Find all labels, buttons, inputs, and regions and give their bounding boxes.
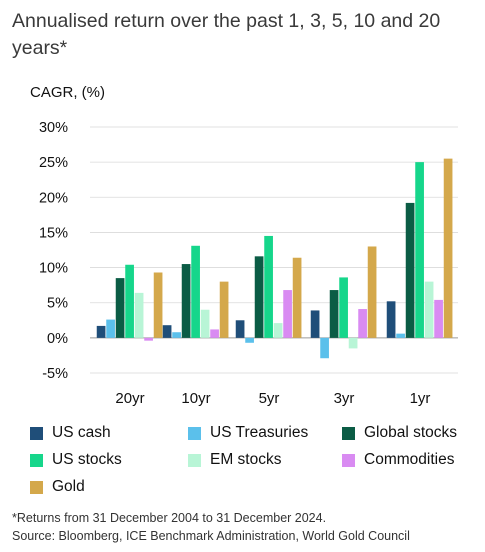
legend-item-us-cash: US cash xyxy=(30,424,111,442)
footnote: *Returns from 31 December 2004 to 31 Dec… xyxy=(12,511,327,525)
bar-us-stocks-5yr xyxy=(264,235,273,338)
y-tick-label: 20% xyxy=(39,190,68,206)
x-tick-label: 20yr xyxy=(115,390,144,407)
legend-label: Gold xyxy=(52,478,85,495)
bar-commodities-20yr xyxy=(144,337,153,341)
y-axis-label: CAGR, (%) xyxy=(30,84,105,101)
y-tick-labels: 30% 25% 20% 15% 10% 5% 0% -5% xyxy=(39,120,68,382)
legend-swatch xyxy=(342,426,355,440)
y-tick-label: -5% xyxy=(42,366,68,382)
y-tick-label: 10% xyxy=(39,261,68,277)
bar-gold-1yr xyxy=(443,158,453,338)
legend-swatch xyxy=(30,480,43,494)
bar-em-stocks-20yr xyxy=(134,292,144,338)
legend-label: US cash xyxy=(52,424,111,441)
chart-title: Annualised return over the past 1, 3, 5,… xyxy=(12,10,441,59)
x-tick-label: 10yr xyxy=(181,390,210,407)
y-tick-label: 25% xyxy=(39,155,68,171)
bar-us-cash-1yr xyxy=(386,301,396,338)
legend-item-us-stocks: US stocks xyxy=(30,451,122,469)
bar-em-stocks-1yr xyxy=(424,281,434,338)
y-tick-label: 0% xyxy=(47,331,68,347)
bar-us-stocks-3yr xyxy=(339,277,348,338)
bar-us-cash-10yr xyxy=(162,325,172,338)
legend-swatch xyxy=(188,426,201,440)
bar-us-cash-5yr xyxy=(235,320,245,338)
bar-gold-5yr xyxy=(292,257,302,338)
legend-label: EM stocks xyxy=(210,451,282,468)
legend-label: Commodities xyxy=(364,451,455,468)
bar-gold-20yr xyxy=(153,272,163,338)
legend-label: US Treasuries xyxy=(210,424,309,441)
legend-swatch xyxy=(30,453,43,467)
bar-gold-3yr xyxy=(367,246,377,338)
bar-gold-10yr xyxy=(219,281,229,338)
x-tick-label: 5yr xyxy=(259,390,280,407)
bar-commodities-1yr xyxy=(434,299,443,338)
bar-chart: 30% 25% 20% 15% 10% 5% 0% -5% 20yr 10yr 5yr 3yr 1yr xyxy=(39,120,458,407)
x-tick-label: 3yr xyxy=(334,390,355,407)
legend-item-em-stocks: EM stocks xyxy=(188,451,281,469)
footnote-block: *Returns from 31 December 2004 to 31 Dec… xyxy=(12,509,410,545)
legend-swatch xyxy=(342,453,355,467)
bar-commodities-5yr xyxy=(283,290,292,338)
y-tick-label: 30% xyxy=(39,120,68,136)
x-tick-label: 1yr xyxy=(410,390,431,407)
bar-commodities-3yr xyxy=(358,309,367,338)
bars xyxy=(96,158,453,359)
legend-item-gold: Gold xyxy=(30,478,85,496)
bar-global-stocks-10yr xyxy=(181,264,191,338)
legend-swatch xyxy=(30,426,43,440)
legend-item-commodities: Commodities xyxy=(342,451,454,469)
y-tick-label: 5% xyxy=(47,296,68,312)
bar-us-treasuries-3yr xyxy=(320,337,329,359)
legend-label: US stocks xyxy=(52,451,122,468)
bar-us-treasuries-5yr xyxy=(245,337,254,343)
legend-item-us-treasuries: US Treasuries xyxy=(188,424,308,442)
bar-em-stocks-10yr xyxy=(200,309,210,338)
x-tick-labels: 20yr 10yr 5yr 3yr 1yr xyxy=(115,390,430,407)
bar-global-stocks-3yr xyxy=(329,290,339,338)
bar-us-cash-20yr xyxy=(96,325,106,338)
bar-us-stocks-1yr xyxy=(415,162,424,338)
bar-global-stocks-5yr xyxy=(254,256,264,338)
bar-us-stocks-10yr xyxy=(191,245,200,338)
source-note: Source: Bloomberg, ICE Benchmark Adminis… xyxy=(12,529,410,543)
legend-item-global-stocks: Global stocks xyxy=(342,424,457,442)
bar-commodities-10yr xyxy=(210,329,219,338)
y-tick-label: 15% xyxy=(39,225,68,241)
bar-em-stocks-5yr xyxy=(273,323,283,338)
bar-us-treasuries-1yr xyxy=(396,333,405,338)
bar-us-cash-3yr xyxy=(310,310,320,338)
bar-global-stocks-20yr xyxy=(115,278,125,338)
bar-em-stocks-3yr xyxy=(348,337,358,349)
bar-us-treasuries-20yr xyxy=(106,319,115,338)
bar-us-stocks-20yr xyxy=(125,264,134,338)
legend-label: Global stocks xyxy=(364,424,458,441)
bar-global-stocks-1yr xyxy=(405,202,415,338)
legend-swatch xyxy=(188,453,201,467)
bar-us-treasuries-10yr xyxy=(172,332,181,338)
